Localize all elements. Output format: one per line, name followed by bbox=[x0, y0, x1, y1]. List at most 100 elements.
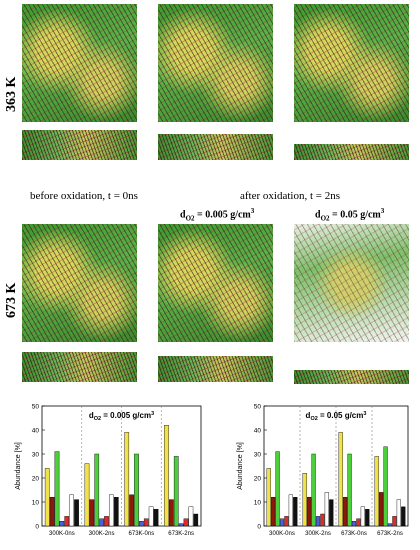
y-tick-label: 30 bbox=[254, 452, 262, 459]
x-tick-label: 300K-0ns bbox=[49, 531, 75, 537]
bar bbox=[293, 496, 298, 527]
bar bbox=[302, 472, 307, 527]
bar bbox=[320, 513, 325, 527]
y-tick-label: 50 bbox=[32, 404, 40, 411]
y-tick-label: 10 bbox=[32, 500, 40, 507]
bar bbox=[129, 494, 134, 527]
bar bbox=[271, 496, 276, 527]
bar bbox=[396, 499, 401, 527]
bar bbox=[49, 496, 55, 527]
bar bbox=[69, 494, 74, 527]
row-label-363k: 363 K bbox=[4, 76, 19, 112]
sim-363k-mid-top bbox=[158, 4, 273, 122]
bar bbox=[94, 453, 100, 527]
bar bbox=[329, 499, 334, 527]
caption-after: after oxidation, t = 2ns bbox=[240, 190, 340, 202]
bar bbox=[275, 451, 280, 527]
x-tick-label: 673K-2ns bbox=[168, 531, 194, 537]
bar bbox=[74, 499, 79, 527]
bar bbox=[99, 518, 104, 527]
bar bbox=[169, 499, 174, 527]
bar bbox=[365, 508, 370, 527]
bar bbox=[143, 518, 149, 527]
bar bbox=[401, 506, 406, 527]
x-tick-label: 673K-2ns bbox=[377, 531, 403, 537]
bar bbox=[104, 516, 109, 527]
sim-673k-right-top bbox=[294, 224, 409, 342]
bar bbox=[109, 494, 114, 527]
bar bbox=[54, 451, 60, 527]
bar bbox=[84, 463, 90, 527]
bar bbox=[89, 499, 95, 527]
abundance-chart-low-density: 0 10 20 30 40 50 Abundance [%] dO2 = 0.005 g/cm… bbox=[15, 404, 202, 537]
x-tick-label: 300K-2ns bbox=[305, 531, 331, 537]
sim-363k-before-top bbox=[22, 4, 137, 122]
chart-title: dO2 = 0.05 g/cm3 bbox=[306, 411, 367, 422]
sim-363k-right-slab bbox=[294, 144, 409, 160]
y-tick-label: 30 bbox=[32, 452, 40, 459]
bar bbox=[315, 516, 321, 527]
y-axis-label: Abundance [%] bbox=[237, 442, 244, 490]
bar bbox=[284, 516, 289, 527]
y-tick-label: 40 bbox=[32, 428, 40, 435]
bar bbox=[44, 468, 50, 527]
sim-673k-right-slab bbox=[294, 370, 409, 384]
bar bbox=[392, 516, 397, 527]
bar bbox=[59, 520, 65, 527]
bar bbox=[379, 492, 384, 527]
sim-673k-before-top bbox=[22, 224, 137, 342]
label-density-mid: dO2 = 0.005 g/cm3 bbox=[180, 207, 255, 223]
bar bbox=[360, 506, 365, 527]
x-tick-label: 673K-0ns bbox=[129, 531, 155, 537]
bar bbox=[139, 520, 144, 527]
bar bbox=[178, 523, 184, 527]
x-tick-label: 673K-0ns bbox=[341, 531, 367, 537]
bar bbox=[124, 432, 130, 527]
x-tick-label: 300K-2ns bbox=[89, 531, 115, 537]
sim-673k-mid-top bbox=[158, 224, 273, 342]
y-tick-label: 40 bbox=[254, 428, 262, 435]
sim-363k-mid-slab bbox=[158, 134, 273, 160]
label-density-right: dO2 = 0.05 g/cm3 bbox=[315, 207, 385, 223]
bar bbox=[351, 520, 357, 527]
bar bbox=[347, 453, 352, 527]
y-tick-label: 0 bbox=[35, 524, 39, 531]
chart-title: dO2 = 0.005 g/cm3 bbox=[89, 411, 154, 422]
bar bbox=[266, 468, 271, 527]
x-tick-label: 300K-0ns bbox=[269, 531, 295, 537]
bar bbox=[338, 432, 343, 527]
bar bbox=[307, 496, 312, 527]
bar bbox=[343, 496, 348, 527]
bar bbox=[311, 453, 316, 527]
bar bbox=[356, 518, 361, 527]
y-tick-label: 20 bbox=[32, 476, 40, 483]
bar bbox=[387, 523, 393, 527]
sim-673k-before-slab bbox=[22, 352, 137, 382]
bar bbox=[134, 453, 139, 527]
y-tick-label: 10 bbox=[254, 500, 262, 507]
y-tick-label: 0 bbox=[257, 524, 261, 531]
sim-363k-right-top bbox=[294, 4, 409, 122]
bar bbox=[324, 492, 329, 527]
bar bbox=[374, 456, 379, 527]
row-label-673k: 673 K bbox=[4, 282, 19, 318]
sim-673k-mid-slab bbox=[158, 356, 273, 382]
bar bbox=[164, 425, 169, 527]
sim-363k-before-slab bbox=[22, 130, 137, 160]
bar bbox=[153, 508, 159, 527]
bar bbox=[288, 494, 293, 527]
bar bbox=[148, 506, 154, 527]
bar bbox=[383, 446, 388, 527]
bar bbox=[279, 518, 285, 527]
bar bbox=[188, 506, 194, 527]
y-tick-label: 50 bbox=[254, 404, 262, 411]
bar bbox=[193, 513, 199, 527]
caption-before: before oxidation, t = 0ns bbox=[30, 190, 138, 202]
bar bbox=[173, 456, 179, 527]
bar bbox=[183, 518, 189, 527]
y-axis-label: Abundance [%] bbox=[15, 442, 22, 490]
abundance-chart-high-density: 0 10 20 30 40 50 Abundance [%] dO2 = 0.05 g/cm3… bbox=[237, 404, 409, 537]
bar bbox=[113, 496, 119, 527]
y-tick-label: 20 bbox=[254, 476, 262, 483]
bar bbox=[64, 516, 70, 527]
